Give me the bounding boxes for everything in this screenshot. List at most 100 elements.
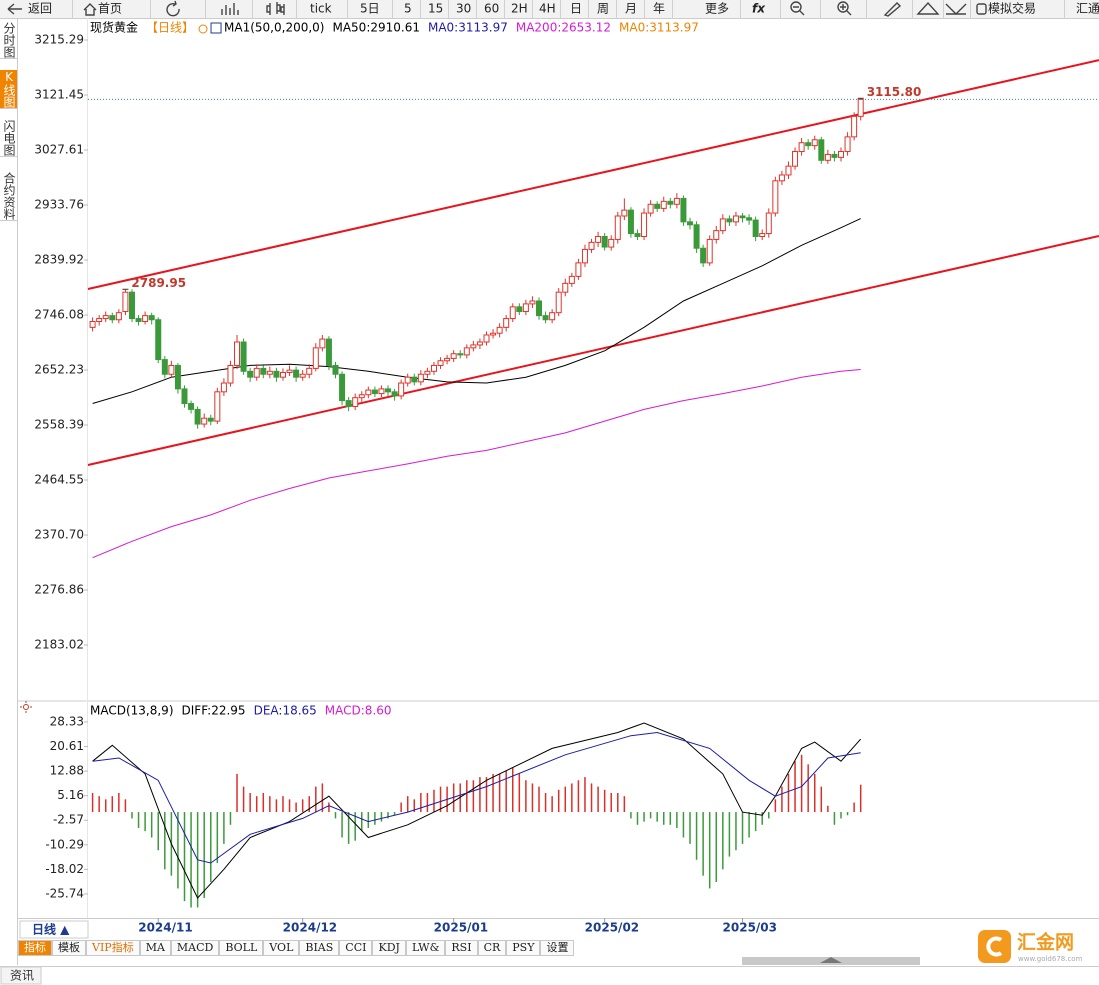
back-icon[interactable] — [7, 3, 22, 15]
scrollbar-arrow — [820, 957, 842, 963]
macd-bar — [275, 799, 278, 813]
toolbar-button[interactable]: 更多 — [705, 2, 729, 16]
candle-body — [824, 153, 831, 161]
indicator-tab[interactable]: PSY — [506, 940, 541, 956]
refresh-icon[interactable] — [166, 0, 180, 17]
candle-body — [142, 315, 149, 322]
macd-bar — [118, 792, 120, 813]
toolbar-button[interactable]: 汇通 — [1076, 2, 1099, 16]
candle-body — [811, 139, 818, 147]
candle-body — [319, 338, 326, 349]
toolbar-button[interactable]: 年 — [653, 2, 665, 16]
candle-body — [201, 417, 208, 425]
indicator-tab[interactable]: 设置 — [540, 940, 575, 956]
toolbar-button[interactable]: 月 — [625, 2, 637, 16]
candle-body — [135, 318, 142, 322]
macd-bar — [354, 812, 356, 841]
footer-tab-bg[interactable] — [0, 966, 42, 985]
toolbar-button[interactable]: 周 — [597, 2, 609, 16]
x-tick-label: 2024/12 — [283, 921, 337, 935]
sidebar-tab[interactable]: 闪电图 — [0, 120, 17, 157]
toolbar-button[interactable]: 30 — [456, 2, 471, 16]
candle-body — [207, 417, 214, 422]
candle-body — [614, 215, 621, 240]
macd-bar — [282, 796, 284, 813]
macd-bar — [341, 812, 343, 838]
fold-icon[interactable] — [945, 3, 967, 15]
indicator-tab[interactable]: MACD — [170, 940, 220, 956]
macd-bar — [479, 777, 481, 813]
macd-bar — [544, 792, 547, 813]
toolbar-button[interactable]: 日 — [570, 2, 582, 16]
indicator-tab[interactable]: KDJ — [372, 940, 406, 956]
candle-body — [562, 282, 569, 293]
toolbar-button[interactable]: 返回 — [28, 2, 52, 16]
toolbar-button[interactable]: tick — [310, 2, 332, 16]
indicator-tab[interactable]: RSI — [445, 940, 478, 956]
candle-body — [647, 203, 654, 214]
candle-body — [588, 241, 595, 250]
candle-body — [457, 353, 464, 356]
y-tick-label: -25.74 — [45, 886, 84, 900]
footer-tab[interactable]: 资讯 — [10, 969, 34, 983]
zoom-out-icon[interactable] — [790, 1, 802, 13]
macd-bar — [676, 812, 678, 828]
macd-bar — [288, 799, 291, 813]
indicator-tab[interactable]: VOL — [263, 940, 300, 956]
candle-body — [234, 341, 241, 366]
candle-body — [352, 397, 359, 407]
toolbar-button[interactable]: 5日 — [360, 2, 380, 16]
sidebar-tab[interactable]: K线图 — [0, 70, 17, 109]
indicator-tabs: 指标 模板 VIP指标 MA MACD BOLL VOL BIAS CCI KDJ LW& RSI CR… — [18, 940, 575, 956]
legend-entry: MACD:8.60 — [325, 704, 392, 718]
zoom-in-icon[interactable] — [837, 1, 849, 13]
candle-body — [772, 180, 779, 214]
macd-bar — [531, 783, 534, 813]
candle-body — [726, 218, 733, 223]
toolbar-button[interactable]: 60 — [484, 2, 499, 16]
indicator-tab[interactable]: BIAS — [299, 940, 340, 956]
y-tick-label: 28.33 — [50, 714, 84, 728]
period-button-bg[interactable] — [19, 920, 89, 939]
toolbar-icons — [7, 0, 987, 17]
period-button[interactable]: 日线 ▲ — [32, 922, 70, 937]
indicator-tab[interactable]: VIP指标 — [86, 940, 140, 956]
period-icon — [198, 24, 208, 34]
candle-body — [470, 344, 477, 349]
candle-icon[interactable] — [266, 2, 285, 15]
toolbar-button[interactable]: 15 — [428, 2, 443, 16]
triangle-icon[interactable] — [916, 1, 940, 15]
toolbar-button[interactable]: 2H — [511, 2, 528, 16]
toolbar-button[interactable]: 4H — [539, 2, 556, 16]
toolbar-button[interactable]: 首页 — [98, 2, 122, 16]
candle-body — [759, 233, 766, 238]
indicator-tab[interactable]: CCI — [339, 940, 373, 956]
macd-bar — [761, 812, 763, 825]
sidebar-tab[interactable]: 合约资料 — [0, 172, 17, 221]
indicator-tab[interactable]: CR — [477, 940, 507, 956]
candle-body — [568, 275, 575, 284]
macd-bar — [216, 812, 219, 863]
indicator-tab[interactable]: 模板 — [52, 940, 86, 956]
indicator-tab[interactable]: MA — [139, 940, 171, 956]
macd-bar — [610, 792, 612, 813]
trade-icon[interactable] — [976, 3, 987, 15]
toolbar-button[interactable]: fx — [752, 2, 766, 16]
home-icon[interactable] — [83, 3, 97, 16]
macd-bar — [249, 792, 251, 813]
macd-bar — [406, 796, 409, 813]
indicator-tab[interactable]: 指标 — [18, 940, 52, 956]
sidebar-tab[interactable]: 分时图 — [0, 22, 17, 59]
candle-body — [575, 262, 582, 277]
toolbar-button[interactable]: 模拟交易 — [988, 1, 1036, 16]
draw-icon[interactable] — [883, 2, 902, 17]
macd-bar — [708, 812, 711, 889]
toolbar-button[interactable]: 5 — [404, 2, 412, 16]
candle-body — [411, 376, 418, 383]
candle-body — [496, 326, 503, 334]
indicator-tab[interactable]: BOLL — [219, 940, 264, 956]
macd-bar — [137, 812, 140, 828]
indicator-tab[interactable]: LW& — [405, 940, 446, 956]
macd-bar — [728, 812, 731, 857]
chart-type-icon[interactable] — [221, 3, 239, 15]
